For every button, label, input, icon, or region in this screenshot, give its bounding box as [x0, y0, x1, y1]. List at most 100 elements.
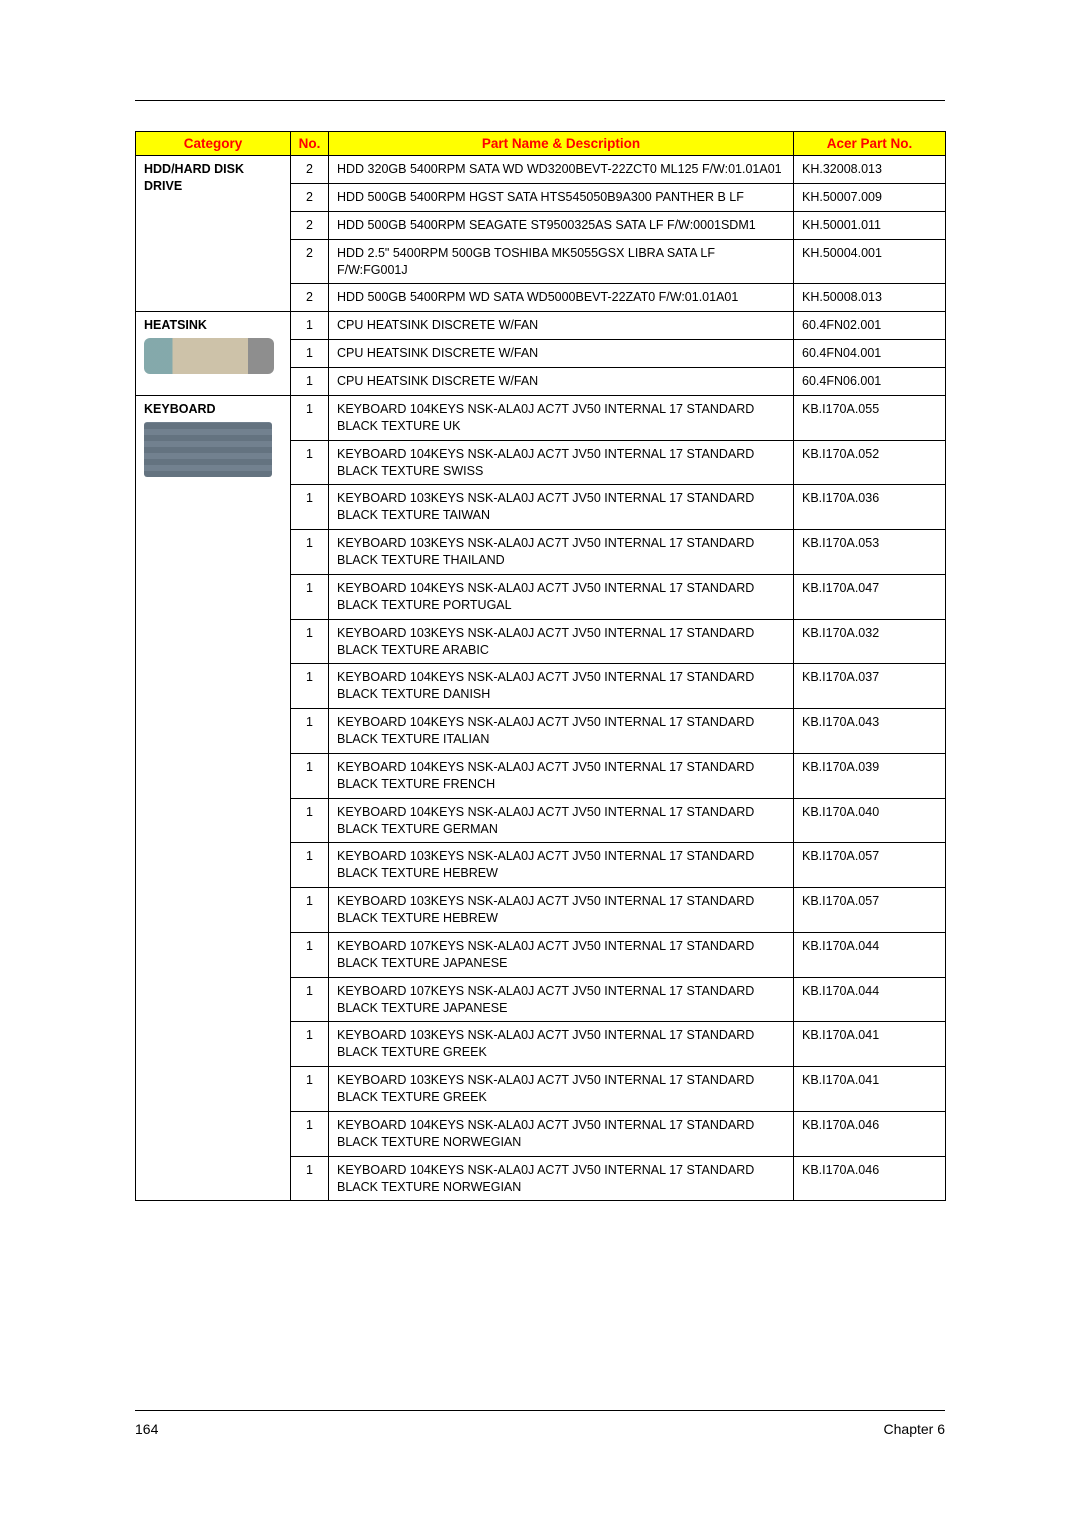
cell-partno: KB.I170A.055	[794, 395, 946, 440]
cell-desc: CPU HEATSINK DISCRETE W/FAN	[329, 368, 794, 396]
cell-no: 1	[291, 368, 329, 396]
table-row: HEATSINK 1CPU HEATSINK DISCRETE W/FAN60.4…	[136, 312, 946, 340]
table-header-row: Category No. Part Name & Description Ace…	[136, 132, 946, 156]
cell-partno: KB.I170A.039	[794, 753, 946, 798]
cell-no: 1	[291, 843, 329, 888]
category-label: HEATSINK	[144, 317, 282, 334]
cell-no: 1	[291, 1022, 329, 1067]
cell-desc: KEYBOARD 103KEYS NSK-ALA0J AC7T JV50 INT…	[329, 843, 794, 888]
cell-desc: KEYBOARD 104KEYS NSK-ALA0J AC7T JV50 INT…	[329, 1111, 794, 1156]
page-footer: 164 Chapter 6	[135, 1410, 945, 1437]
cell-category: KEYBOARD	[136, 395, 291, 1201]
cell-partno: KB.I170A.044	[794, 932, 946, 977]
cell-desc: KEYBOARD 104KEYS NSK-ALA0J AC7T JV50 INT…	[329, 395, 794, 440]
cell-partno: KB.I170A.046	[794, 1156, 946, 1201]
cell-desc: KEYBOARD 107KEYS NSK-ALA0J AC7T JV50 INT…	[329, 977, 794, 1022]
cell-partno: KH.50007.009	[794, 183, 946, 211]
cell-category: HEATSINK	[136, 312, 291, 396]
cell-no: 1	[291, 340, 329, 368]
cell-desc: KEYBOARD 107KEYS NSK-ALA0J AC7T JV50 INT…	[329, 932, 794, 977]
cell-no: 2	[291, 284, 329, 312]
table-row: KEYBOARD 1KEYBOARD 104KEYS NSK-ALA0J AC7T…	[136, 395, 946, 440]
keyboard-image	[144, 422, 272, 477]
cell-no: 1	[291, 932, 329, 977]
th-desc: Part Name & Description	[329, 132, 794, 156]
footer-rule	[135, 1410, 945, 1411]
th-category: Category	[136, 132, 291, 156]
cell-desc: CPU HEATSINK DISCRETE W/FAN	[329, 312, 794, 340]
page-number: 164	[135, 1421, 158, 1437]
cell-desc: KEYBOARD 104KEYS NSK-ALA0J AC7T JV50 INT…	[329, 798, 794, 843]
cell-partno: 60.4FN04.001	[794, 340, 946, 368]
cell-partno: KB.I170A.032	[794, 619, 946, 664]
cell-partno: KB.I170A.036	[794, 485, 946, 530]
cell-no: 2	[291, 211, 329, 239]
cell-partno: KB.I170A.057	[794, 843, 946, 888]
cell-partno: KB.I170A.046	[794, 1111, 946, 1156]
cell-partno: KB.I170A.040	[794, 798, 946, 843]
cell-no: 1	[291, 1067, 329, 1112]
chapter-label: Chapter 6	[884, 1421, 945, 1437]
cell-category: HDD/HARD DISK DRIVE	[136, 156, 291, 312]
cell-no: 2	[291, 239, 329, 284]
cell-no: 1	[291, 709, 329, 754]
cell-no: 1	[291, 1111, 329, 1156]
table-row: HDD/HARD DISK DRIVE2HDD 320GB 5400RPM SA…	[136, 156, 946, 184]
cell-desc: KEYBOARD 103KEYS NSK-ALA0J AC7T JV50 INT…	[329, 619, 794, 664]
parts-table: Category No. Part Name & Description Ace…	[135, 131, 946, 1201]
cell-desc: HDD 500GB 5400RPM HGST SATA HTS545050B9A…	[329, 183, 794, 211]
cell-desc: KEYBOARD 104KEYS NSK-ALA0J AC7T JV50 INT…	[329, 664, 794, 709]
cell-partno: KB.I170A.052	[794, 440, 946, 485]
cell-partno: KH.32008.013	[794, 156, 946, 184]
cell-partno: KB.I170A.044	[794, 977, 946, 1022]
top-rule	[135, 100, 945, 101]
cell-no: 1	[291, 798, 329, 843]
cell-partno: KB.I170A.047	[794, 574, 946, 619]
table-body: HDD/HARD DISK DRIVE2HDD 320GB 5400RPM SA…	[136, 156, 946, 1201]
cell-no: 2	[291, 156, 329, 184]
cell-partno: KB.I170A.041	[794, 1067, 946, 1112]
cell-desc: KEYBOARD 103KEYS NSK-ALA0J AC7T JV50 INT…	[329, 888, 794, 933]
cell-desc: KEYBOARD 104KEYS NSK-ALA0J AC7T JV50 INT…	[329, 574, 794, 619]
category-label: KEYBOARD	[144, 401, 282, 418]
cell-partno: KB.I170A.041	[794, 1022, 946, 1067]
cell-no: 1	[291, 1156, 329, 1201]
cell-partno: KH.50008.013	[794, 284, 946, 312]
cell-desc: KEYBOARD 103KEYS NSK-ALA0J AC7T JV50 INT…	[329, 530, 794, 575]
cell-no: 1	[291, 619, 329, 664]
cell-desc: KEYBOARD 103KEYS NSK-ALA0J AC7T JV50 INT…	[329, 1067, 794, 1112]
cell-desc: HDD 320GB 5400RPM SATA WD WD3200BEVT-22Z…	[329, 156, 794, 184]
cell-partno: KH.50001.011	[794, 211, 946, 239]
cell-desc: KEYBOARD 103KEYS NSK-ALA0J AC7T JV50 INT…	[329, 485, 794, 530]
cell-no: 1	[291, 888, 329, 933]
th-no: No.	[291, 132, 329, 156]
cell-no: 1	[291, 530, 329, 575]
cell-partno: KB.I170A.037	[794, 664, 946, 709]
cell-desc: KEYBOARD 104KEYS NSK-ALA0J AC7T JV50 INT…	[329, 1156, 794, 1201]
cell-no: 1	[291, 664, 329, 709]
cell-desc: HDD 500GB 5400RPM SEAGATE ST9500325AS SA…	[329, 211, 794, 239]
cell-partno: KB.I170A.057	[794, 888, 946, 933]
cell-desc: CPU HEATSINK DISCRETE W/FAN	[329, 340, 794, 368]
cell-partno: KH.50004.001	[794, 239, 946, 284]
cell-desc: KEYBOARD 104KEYS NSK-ALA0J AC7T JV50 INT…	[329, 440, 794, 485]
cell-no: 2	[291, 183, 329, 211]
cell-desc: KEYBOARD 103KEYS NSK-ALA0J AC7T JV50 INT…	[329, 1022, 794, 1067]
cell-no: 1	[291, 753, 329, 798]
th-part: Acer Part No.	[794, 132, 946, 156]
cell-no: 1	[291, 574, 329, 619]
cell-partno: KB.I170A.053	[794, 530, 946, 575]
cell-partno: 60.4FN02.001	[794, 312, 946, 340]
cell-no: 1	[291, 395, 329, 440]
cell-desc: HDD 2.5" 5400RPM 500GB TOSHIBA MK5055GSX…	[329, 239, 794, 284]
cell-desc: HDD 500GB 5400RPM WD SATA WD5000BEVT-22Z…	[329, 284, 794, 312]
page: Category No. Part Name & Description Ace…	[0, 0, 1080, 1527]
cell-partno: 60.4FN06.001	[794, 368, 946, 396]
cell-no: 1	[291, 977, 329, 1022]
cell-no: 1	[291, 312, 329, 340]
cell-partno: KB.I170A.043	[794, 709, 946, 754]
cell-no: 1	[291, 485, 329, 530]
cell-desc: KEYBOARD 104KEYS NSK-ALA0J AC7T JV50 INT…	[329, 709, 794, 754]
heatsink-image	[144, 338, 274, 374]
cell-desc: KEYBOARD 104KEYS NSK-ALA0J AC7T JV50 INT…	[329, 753, 794, 798]
